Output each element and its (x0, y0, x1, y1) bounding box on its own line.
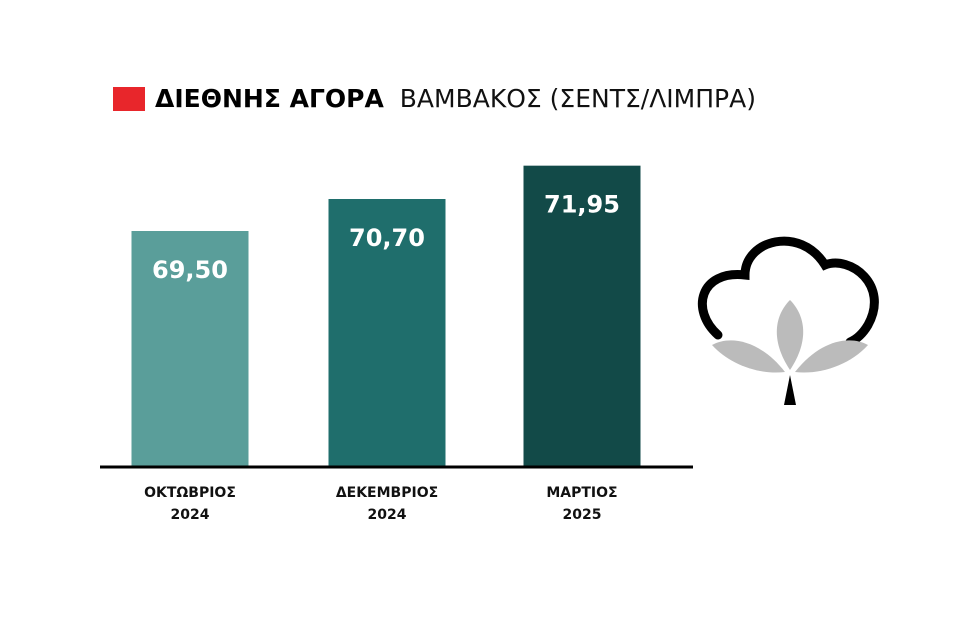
x-tick-label: ΟΚΤΩΒΡΙΟΣ 2024 (144, 485, 236, 523)
cotton-outline (698, 236, 879, 347)
x-tick-label-line: 2025 (563, 507, 602, 523)
chart-title: ΔΙΕΘΝΗΣ ΑΓΟΡΑ (155, 84, 384, 113)
cotton-leaf (712, 340, 785, 373)
x-tick-label: ΔΕΚΕΜΒΡΙΟΣ 2024 (336, 485, 438, 523)
x-tick-label-line: 2024 (171, 507, 210, 523)
cotton-leaf (795, 340, 868, 373)
x-tick-label-line: ΟΚΤΩΒΡΙΟΣ (144, 485, 236, 501)
cotton-stem (784, 375, 796, 405)
value-label: 70,70 (349, 224, 425, 252)
bar (328, 199, 446, 467)
x-tick-label: ΜΑΡΤΙΟΣ 2025 (546, 485, 617, 523)
value-label: 71,95 (544, 191, 620, 219)
x-tick-label-line: ΜΑΡΤΙΟΣ (546, 485, 617, 501)
bar (131, 231, 249, 467)
x-tick-label-line: 2024 (368, 507, 407, 523)
chart-title-group: ΔΙΕΘΝΗΣ ΑΓΟΡΑ ΒΑΜΒΑΚΟΣ (ΣΕΝΤΣ/ΛΙΜΠΡΑ) (155, 84, 756, 113)
x-tick-label-line: ΔΕΚΕΜΒΡΙΟΣ (336, 485, 438, 501)
title-marker (113, 87, 145, 111)
bar (523, 165, 641, 467)
cotton-leaf (776, 300, 804, 370)
cotton-icon (698, 236, 879, 405)
chart-subtitle: ΒΑΜΒΑΚΟΣ (ΣΕΝΤΣ/ΛΙΜΠΡΑ) (400, 84, 756, 113)
value-label: 69,50 (152, 256, 228, 284)
